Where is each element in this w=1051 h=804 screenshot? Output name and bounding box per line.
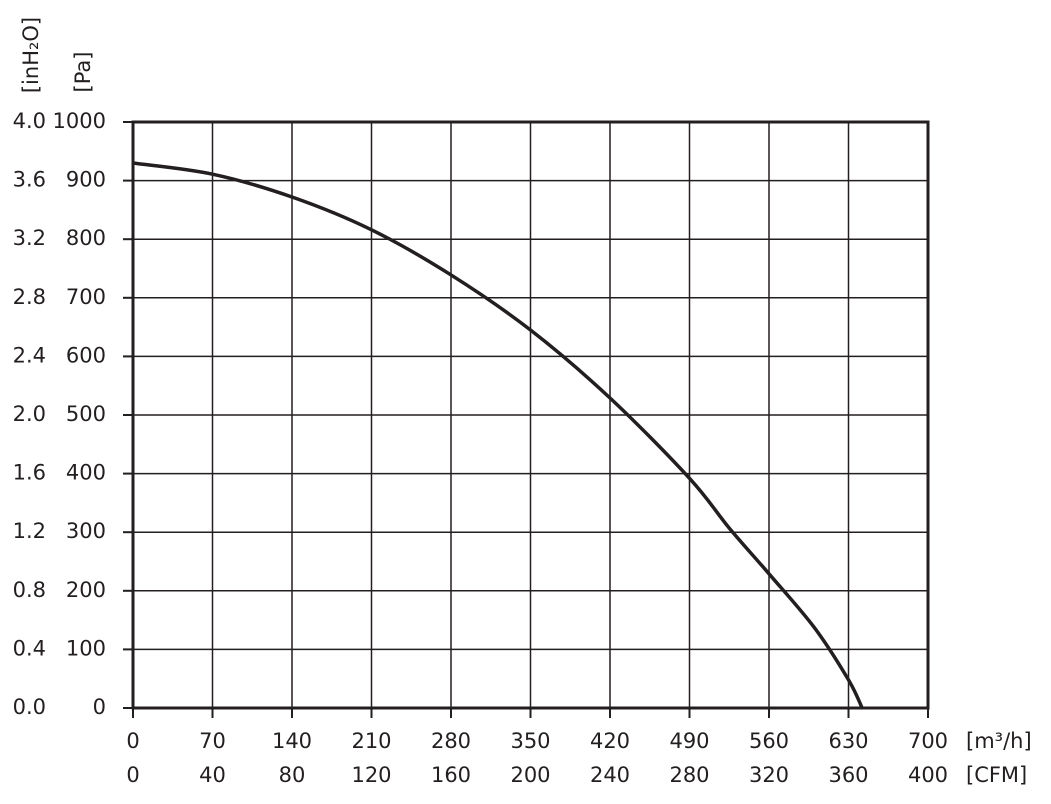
- y-tick-label: 700: [66, 285, 106, 309]
- y2-tick-label: 2.8: [13, 285, 46, 309]
- x2-tick-label: 160: [431, 763, 471, 787]
- y2-tick-label: 1.2: [13, 519, 46, 543]
- y2-tick-label: 3.2: [13, 226, 46, 250]
- x-axis-label: [m³/h]: [966, 729, 1032, 753]
- y2-tick-label: 3.6: [13, 168, 46, 192]
- x2-tick-label: 400: [908, 763, 948, 787]
- x-tick-label: 560: [749, 729, 789, 753]
- x-tick-label: 0: [126, 729, 139, 753]
- x-tick-label: 210: [351, 729, 391, 753]
- y-tick-label: 900: [66, 168, 106, 192]
- y2-tick-label: 2.4: [13, 343, 46, 367]
- y2-tick-label: 2.0: [13, 402, 46, 426]
- x2-tick-label: 80: [279, 763, 306, 787]
- y2-axis-label: [inH₂O]: [19, 17, 43, 93]
- x2-tick-label: 240: [590, 763, 630, 787]
- y2-tick-label: 4.0: [13, 109, 46, 133]
- y-tick-label: 100: [66, 636, 106, 660]
- y2-tick-label: 1.6: [13, 461, 46, 485]
- y-tick-label: 0: [93, 695, 106, 719]
- x-tick-label: 70: [199, 729, 226, 753]
- y-axis-label: [Pa]: [71, 52, 95, 93]
- y-tick-label: 600: [66, 343, 106, 367]
- x2-tick-label: 120: [351, 763, 391, 787]
- x-tick-label: 700: [908, 729, 948, 753]
- x2-axis-label: [CFM]: [966, 763, 1027, 787]
- y-tick-label: 500: [66, 402, 106, 426]
- x-tick-label: 420: [590, 729, 630, 753]
- x-tick-label: 490: [669, 729, 709, 753]
- y-tick-label: 200: [66, 578, 106, 602]
- y2-tick-label: 0.0: [13, 695, 46, 719]
- x2-tick-label: 360: [828, 763, 868, 787]
- y2-tick-label: 0.8: [13, 578, 46, 602]
- y-tick-label: 800: [66, 226, 106, 250]
- y-tick-label: 1000: [53, 109, 106, 133]
- x2-tick-label: 320: [749, 763, 789, 787]
- y-tick-label: 400: [66, 461, 106, 485]
- x-tick-label: 140: [272, 729, 312, 753]
- y2-tick-label: 0.4: [13, 636, 46, 660]
- curve: [132, 161, 864, 709]
- x-tick-label: 630: [828, 729, 868, 753]
- x-tick-label: 280: [431, 729, 471, 753]
- x2-tick-label: 40: [199, 763, 226, 787]
- plot-frame: [131, 120, 930, 710]
- y-tick-label: 300: [66, 519, 106, 543]
- x2-tick-label: 200: [510, 763, 550, 787]
- x2-tick-label: 280: [669, 763, 709, 787]
- x-tick-label: 350: [510, 729, 550, 753]
- x2-tick-label: 0: [126, 763, 139, 787]
